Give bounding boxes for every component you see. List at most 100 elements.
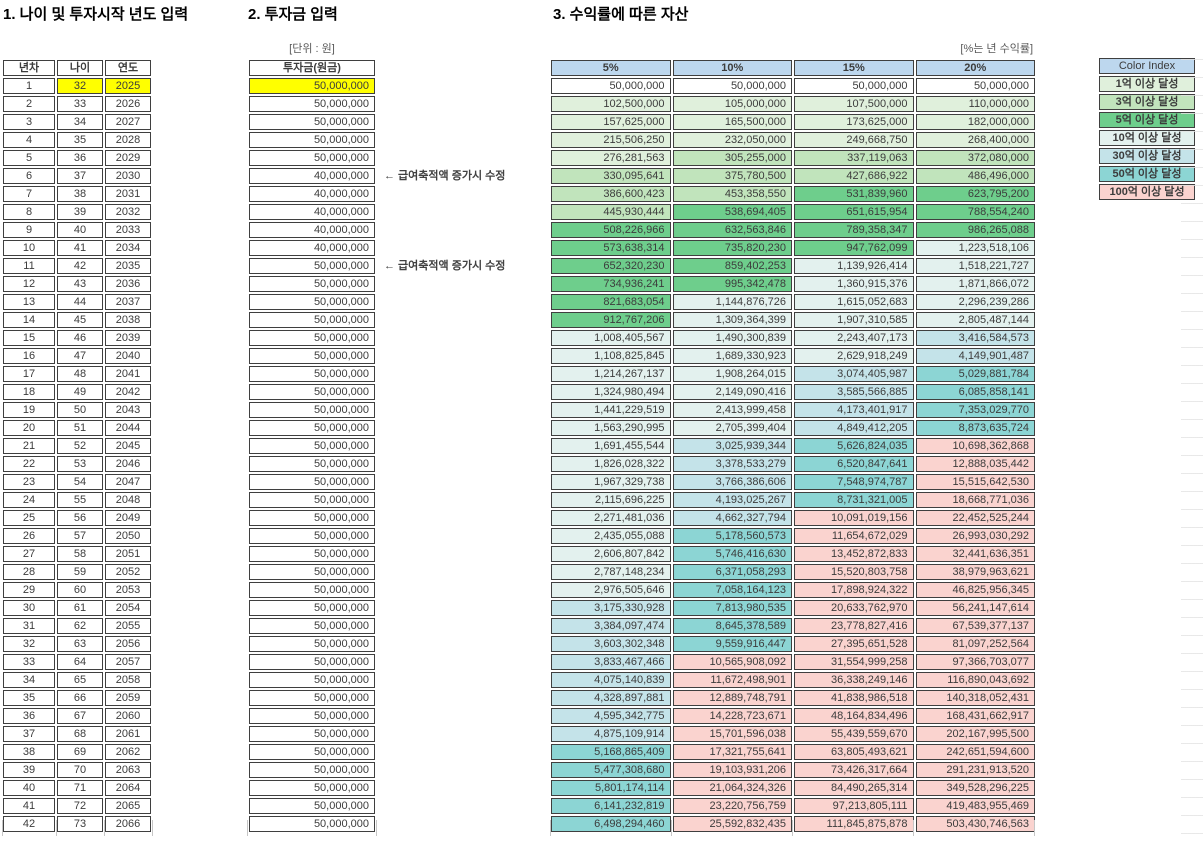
cell-asset-15pct[interactable]: 10,091,019,156 [794,510,914,526]
cell-asset-15pct[interactable]: 1,907,310,585 [794,312,914,328]
cell-asset-5pct[interactable]: 6,498,294,460 [551,816,671,832]
cell-asset-10pct[interactable]: 7,058,164,123 [672,582,792,598]
cell-asset-10pct[interactable]: 15,701,596,038 [672,726,792,742]
cell-asset-5pct[interactable]: 1,108,825,845 [551,348,671,364]
cell-asset-10pct[interactable]: 375,780,500 [672,168,792,184]
cell-age[interactable]: 41 [57,240,103,256]
cell-investment[interactable]: 50,000,000 [249,330,375,346]
cell-year-index[interactable]: 29 [3,582,55,598]
cell-asset-5pct[interactable]: 5,477,308,680 [551,762,671,778]
cell-asset-15pct[interactable]: 173,625,000 [794,114,914,130]
cell-investment[interactable]: 50,000,000 [249,114,375,130]
cell-asset-20pct[interactable]: 50,000,000 [915,78,1035,94]
cell-asset-10pct[interactable]: 5,746,416,630 [672,546,792,562]
cell-age[interactable]: 47 [57,348,103,364]
cell-age[interactable]: 53 [57,456,103,472]
cell-investment[interactable]: 50,000,000 [249,438,375,454]
cell-asset-5pct[interactable]: 1,214,267,137 [551,366,671,382]
cell-asset-15pct[interactable]: 15,520,803,758 [794,564,914,580]
cell-asset-5pct[interactable]: 734,936,241 [551,276,671,292]
cell-year[interactable]: 2038 [105,312,151,328]
cell-asset-15pct[interactable]: 13,452,872,833 [794,546,914,562]
cell-asset-20pct[interactable]: 788,554,240 [915,204,1035,220]
cell-asset-5pct[interactable]: 1,967,329,738 [551,474,671,490]
cell-asset-20pct[interactable]: 116,890,043,692 [915,672,1035,688]
cell-asset-10pct[interactable]: 7,813,980,535 [672,600,792,616]
cell-year-index[interactable]: 19 [3,402,55,418]
cell-asset-10pct[interactable]: 19,103,931,206 [672,762,792,778]
cell-asset-15pct[interactable]: 84,490,265,314 [794,780,914,796]
cell-year-index[interactable]: 32 [3,636,55,652]
cell-asset-20pct[interactable]: 503,430,746,563 [915,816,1035,832]
cell-year[interactable]: 2054 [105,600,151,616]
cell-investment[interactable]: 50,000,000 [249,780,375,796]
cell-investment[interactable]: 50,000,000 [249,672,375,688]
cell-asset-5pct[interactable]: 573,638,314 [551,240,671,256]
cell-asset-10pct[interactable]: 5,178,560,573 [672,528,792,544]
cell-asset-10pct[interactable]: 1,309,364,399 [672,312,792,328]
cell-age[interactable]: 44 [57,294,103,310]
cell-asset-20pct[interactable]: 81,097,252,564 [915,636,1035,652]
cell-asset-15pct[interactable]: 31,554,999,258 [794,654,914,670]
cell-asset-10pct[interactable]: 3,378,533,279 [672,456,792,472]
cell-asset-15pct[interactable]: 11,654,672,029 [794,528,914,544]
cell-asset-20pct[interactable]: 486,496,000 [915,168,1035,184]
cell-asset-5pct[interactable]: 4,875,109,914 [551,726,671,742]
cell-age[interactable]: 70 [57,762,103,778]
cell-asset-5pct[interactable]: 50,000,000 [551,78,671,94]
cell-asset-15pct[interactable]: 651,615,954 [794,204,914,220]
cell-asset-15pct[interactable]: 3,074,405,987 [794,366,914,382]
cell-age[interactable]: 43 [57,276,103,292]
cell-year[interactable]: 2031 [105,186,151,202]
cell-asset-20pct[interactable]: 268,400,000 [915,132,1035,148]
cell-asset-20pct[interactable]: 419,483,955,469 [915,798,1035,814]
cell-investment[interactable]: 50,000,000 [249,600,375,616]
cell-asset-15pct[interactable]: 5,626,824,035 [794,438,914,454]
cell-age[interactable]: 65 [57,672,103,688]
cell-asset-20pct[interactable]: 4,149,901,487 [915,348,1035,364]
cell-year[interactable]: 2040 [105,348,151,364]
cell-asset-5pct[interactable]: 2,976,505,646 [551,582,671,598]
cell-asset-15pct[interactable]: 27,395,651,528 [794,636,914,652]
cell-asset-15pct[interactable]: 6,520,847,641 [794,456,914,472]
cell-investment[interactable]: 50,000,000 [249,384,375,400]
cell-asset-15pct[interactable]: 4,173,401,917 [794,402,914,418]
cell-investment[interactable]: 50,000,000 [249,654,375,670]
cell-age[interactable]: 46 [57,330,103,346]
cell-asset-5pct[interactable]: 2,271,481,036 [551,510,671,526]
cell-asset-20pct[interactable]: 1,223,518,106 [915,240,1035,256]
cell-year[interactable]: 2047 [105,474,151,490]
cell-asset-10pct[interactable]: 1,490,300,839 [672,330,792,346]
cell-investment[interactable]: 50,000,000 [249,294,375,310]
cell-asset-5pct[interactable]: 5,801,174,114 [551,780,671,796]
cell-year[interactable]: 2060 [105,708,151,724]
cell-asset-20pct[interactable]: 18,668,771,036 [915,492,1035,508]
cell-asset-5pct[interactable]: 1,691,455,544 [551,438,671,454]
cell-age[interactable]: 64 [57,654,103,670]
cell-age[interactable]: 58 [57,546,103,562]
cell-asset-15pct[interactable]: 111,845,875,878 [794,816,914,832]
cell-asset-15pct[interactable]: 8,731,321,005 [794,492,914,508]
cell-asset-5pct[interactable]: 3,175,330,928 [551,600,671,616]
cell-asset-5pct[interactable]: 386,600,423 [551,186,671,202]
cell-age[interactable]: 52 [57,438,103,454]
cell-year-index[interactable]: 17 [3,366,55,382]
cell-asset-15pct[interactable]: 427,686,922 [794,168,914,184]
cell-year[interactable]: 2055 [105,618,151,634]
cell-year-index[interactable]: 8 [3,204,55,220]
cell-year-index[interactable]: 34 [3,672,55,688]
cell-asset-10pct[interactable]: 859,402,253 [672,258,792,274]
cell-year[interactable]: 2034 [105,240,151,256]
cell-asset-10pct[interactable]: 453,358,550 [672,186,792,202]
cell-asset-20pct[interactable]: 6,085,858,141 [915,384,1035,400]
cell-investment[interactable]: 50,000,000 [249,708,375,724]
cell-year[interactable]: 2044 [105,420,151,436]
cell-asset-20pct[interactable]: 2,296,239,286 [915,294,1035,310]
cell-asset-10pct[interactable]: 2,413,999,458 [672,402,792,418]
cell-age[interactable]: 35 [57,132,103,148]
cell-age[interactable]: 38 [57,186,103,202]
cell-asset-15pct[interactable]: 1,615,052,683 [794,294,914,310]
cell-age[interactable]: 51 [57,420,103,436]
cell-asset-10pct[interactable]: 8,645,378,589 [672,618,792,634]
cell-year[interactable]: 2061 [105,726,151,742]
